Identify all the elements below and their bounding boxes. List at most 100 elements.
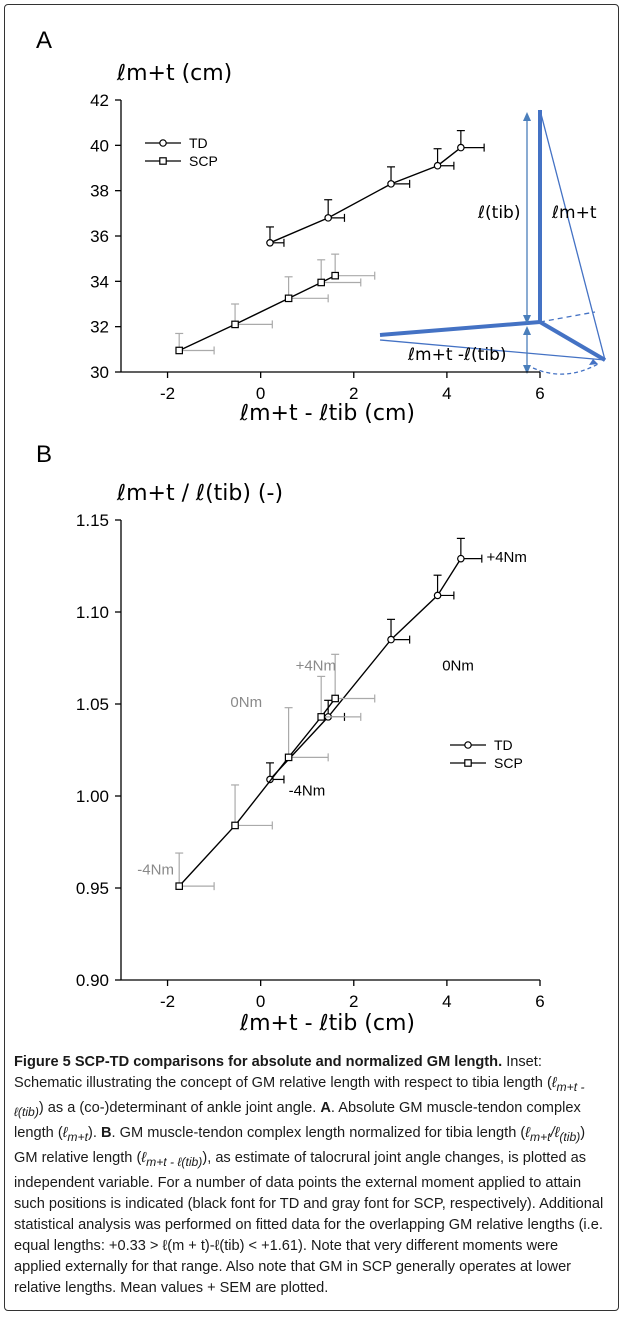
panel-a-x-tick-label: 2 bbox=[349, 384, 358, 403]
caption-math-3: ℓ bbox=[525, 1124, 530, 1141]
panel-a-td-series-line bbox=[269, 147, 462, 244]
inset-muscle-line bbox=[539, 109, 606, 361]
panel-b-scp-data-point bbox=[331, 694, 339, 703]
caption-title: Figure 5 SCP-TD comparisons for absolute… bbox=[14, 1054, 503, 1070]
panel-b-annotation-scp: 0Nm bbox=[230, 694, 262, 711]
inset-dashed-line bbox=[539, 311, 596, 323]
caption-math-2: ℓ bbox=[62, 1124, 68, 1141]
inset-label-difference: ℓm+t -ℓ(tib) bbox=[407, 345, 507, 365]
caption-text-1: Inset: Schematic illustrating the concep… bbox=[14, 1054, 552, 1091]
panel-a-y-tick-label: 32 bbox=[90, 318, 109, 337]
inset-diagonal-line bbox=[379, 339, 606, 361]
caption-text-6: ) GM relative length ( bbox=[14, 1124, 586, 1166]
panel-b-y-tick-label: 0.90 bbox=[76, 971, 109, 990]
caption-text-7: ), as estimate of talocrural joint angle… bbox=[14, 1149, 604, 1296]
panel-a-x-tick-label: 0 bbox=[256, 384, 265, 403]
panel-a-td-data-point bbox=[433, 161, 442, 170]
panel-a-td-data-point bbox=[457, 143, 465, 152]
panel-b-x-tick-label: 2 bbox=[349, 992, 358, 1011]
inset-rotation-arrow bbox=[532, 363, 599, 375]
panel-a-y-tick-label: 42 bbox=[90, 91, 109, 110]
panel-a-scp-series-line bbox=[178, 275, 336, 352]
inset-diff-arrowhead-top bbox=[523, 326, 531, 335]
panel-b-legend-marker bbox=[464, 741, 472, 749]
panel-b-y-axis-title: ℓm+t / ℓ(tib) (-) bbox=[116, 481, 283, 506]
panel-b-annotation-scp: +4Nm bbox=[296, 657, 336, 674]
inset-diff-arrowhead-bottom bbox=[523, 365, 531, 374]
inset-tibia-arrowhead-bottom bbox=[523, 315, 531, 324]
panel-b-legend-label: SCP bbox=[494, 755, 523, 771]
panel-b-annotation-td: 0Nm bbox=[442, 657, 474, 674]
figure-frame bbox=[4, 4, 619, 1311]
panel-a-legend-label: SCP bbox=[189, 153, 218, 169]
panel-a-scp-data-point bbox=[175, 346, 183, 355]
panel-a-td-data-point bbox=[324, 214, 332, 222]
inset-foot-bar bbox=[379, 320, 541, 337]
figure-charts: A ℓm+t (cm) ℓm+t - ℓtib (cm) ℓ(tib) ℓm+t… bbox=[36, 27, 607, 1036]
panel-a-y-tick-label: 38 bbox=[90, 182, 109, 201]
panel-a-scp-data-point bbox=[317, 278, 325, 287]
panel-b-annotation-td: -4Nm bbox=[289, 782, 326, 799]
inset-tibia-arrowhead-top bbox=[523, 112, 531, 121]
inset-rotation-arrowhead bbox=[589, 359, 598, 365]
panel-b-annotation-td: +4Nm bbox=[486, 549, 526, 566]
inset-schematic: ℓ(tib) ℓm+t ℓm+t -ℓ(tib) bbox=[379, 109, 607, 375]
caption-text-4: ). bbox=[88, 1124, 101, 1141]
panel-a-legend-marker bbox=[159, 139, 167, 147]
panel-b-y-tick-label: 1.15 bbox=[76, 511, 109, 530]
panel-a-scp-data-point bbox=[231, 320, 239, 329]
caption-math-1: ℓ bbox=[551, 1075, 557, 1091]
figure-caption: Figure 5 SCP-TD comparisons for absolute… bbox=[14, 1052, 609, 1299]
panel-a-y-tick-label: 40 bbox=[90, 136, 109, 155]
panel-a-x-axis-title: ℓm+t - ℓtib (cm) bbox=[239, 401, 415, 426]
panel-b-scp-data-point bbox=[284, 753, 293, 762]
panel-b-td-data-point bbox=[266, 775, 274, 784]
caption-text-3: . Absolute GM muscle-tendon complex leng… bbox=[14, 1099, 581, 1141]
panel-b-y-tick-label: 0.95 bbox=[76, 879, 109, 898]
panel-a: A ℓm+t (cm) ℓm+t - ℓtib (cm) ℓ(tib) ℓm+t… bbox=[36, 27, 607, 426]
panel-a-td-data-point bbox=[266, 239, 274, 247]
caption-math-1-sub: m+t - ℓ(tib) bbox=[14, 1079, 585, 1119]
panel-a-x-tick-label: -2 bbox=[160, 384, 175, 403]
panel-b-x-axis-title: ℓm+t - ℓtib (cm) bbox=[239, 1011, 415, 1036]
panel-b-scp-data-point bbox=[317, 713, 325, 721]
caption-text-5: . GM muscle-tendon complex length normal… bbox=[111, 1124, 526, 1141]
caption-math-3b-sub: (tib) bbox=[559, 1129, 581, 1144]
caption-text-2: ) as a (co-)determinant of ankle joint a… bbox=[38, 1099, 321, 1116]
panel-a-y-tick-label: 36 bbox=[90, 227, 109, 246]
panel-b-scp-data-point bbox=[231, 821, 239, 830]
panel-b-legend-label: TD bbox=[494, 737, 513, 753]
panel-b-y-tick-label: 1.10 bbox=[76, 603, 109, 622]
caption-math-3b: /ℓ bbox=[550, 1124, 560, 1141]
panel-b-td-data-point bbox=[433, 591, 442, 600]
panel-a-x-tick-label: 4 bbox=[442, 384, 451, 403]
panel-a-scp-data-point bbox=[284, 294, 293, 303]
caption-panel-a: A bbox=[320, 1099, 331, 1116]
inset-heel-bar bbox=[538, 320, 607, 362]
panel-a-scp-data-point bbox=[331, 271, 339, 280]
panel-b-x-tick-label: -2 bbox=[160, 992, 175, 1011]
panel-b: B ℓm+t / ℓ(tib) (-) ℓm+t - ℓtib (cm) 0.9… bbox=[36, 441, 545, 1036]
panel-b-y-tick-label: 1.00 bbox=[76, 787, 109, 806]
panel-a-label: A bbox=[36, 27, 52, 54]
panel-b-x-tick-label: 4 bbox=[442, 992, 451, 1011]
panel-a-legend-marker bbox=[159, 157, 167, 165]
panel-a-y-axis-title: ℓm+t (cm) bbox=[116, 61, 232, 86]
caption-math-4: ℓ bbox=[141, 1149, 147, 1166]
panel-b-x-tick-label: 0 bbox=[256, 992, 265, 1011]
panel-b-td-data-point bbox=[387, 635, 395, 644]
panel-b-legend-marker bbox=[464, 759, 472, 767]
panel-a-td-data-point bbox=[387, 180, 395, 188]
panel-b-label: B bbox=[36, 441, 52, 468]
panel-a-x-tick-label: 6 bbox=[535, 384, 544, 403]
panel-b-x-tick-label: 6 bbox=[535, 992, 544, 1011]
caption-math-4-sub: m+t - ℓ(tib) bbox=[146, 1154, 203, 1169]
panel-a-legend-label: TD bbox=[189, 135, 208, 151]
caption-math-3-sub: m+t bbox=[529, 1129, 551, 1144]
panel-b-y-tick-label: 1.05 bbox=[76, 695, 109, 714]
inset-label-tibia: ℓ(tib) bbox=[477, 203, 520, 223]
panel-b-td-data-point bbox=[457, 554, 465, 563]
panel-a-y-tick-label: 34 bbox=[90, 272, 109, 291]
panel-b-scp-data-point bbox=[175, 882, 183, 890]
inset-label-muscle-tendon: ℓm+t bbox=[551, 203, 597, 223]
